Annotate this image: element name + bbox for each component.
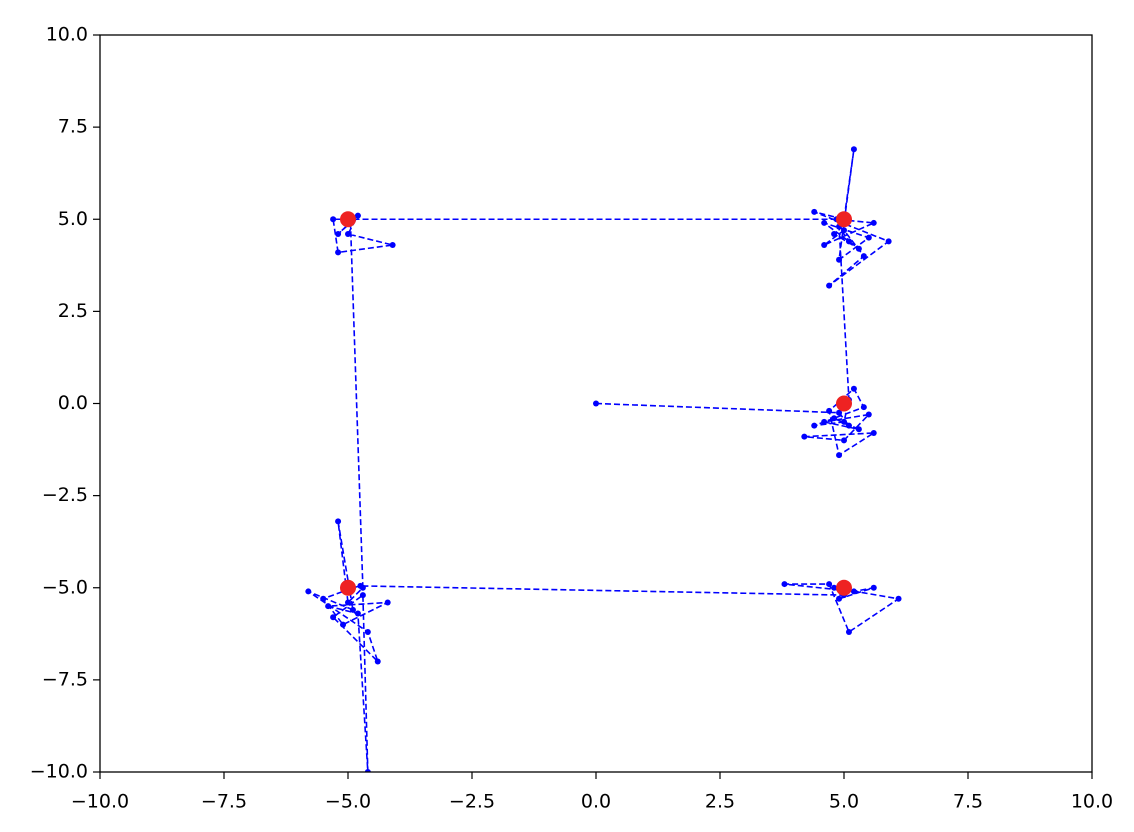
point	[841, 418, 847, 425]
point	[850, 385, 857, 392]
point	[865, 234, 872, 241]
point	[821, 418, 828, 425]
point	[340, 211, 356, 228]
point	[870, 429, 877, 436]
point	[870, 219, 877, 226]
point	[836, 256, 843, 263]
point	[364, 769, 371, 772]
point	[801, 433, 808, 440]
point	[831, 415, 838, 422]
point	[593, 400, 599, 407]
point	[821, 219, 828, 226]
point	[359, 592, 366, 599]
point	[831, 230, 838, 237]
x-tick-label: −10.0	[71, 791, 129, 813]
point	[860, 404, 867, 411]
point	[855, 426, 862, 433]
y-tick-label: −2.5	[42, 484, 88, 506]
point	[330, 216, 337, 223]
y-tick-label: 2.5	[58, 300, 88, 322]
point	[821, 242, 828, 249]
y-tick-label: 10.0	[46, 24, 88, 46]
x-tick-label: −2.5	[449, 791, 495, 813]
point	[841, 437, 847, 444]
point	[845, 628, 852, 635]
point	[349, 606, 356, 613]
point	[811, 422, 818, 429]
x-tick-label: 5.0	[829, 791, 859, 813]
point	[330, 614, 337, 621]
point	[845, 238, 852, 245]
point	[865, 411, 872, 418]
point	[841, 227, 847, 234]
point	[335, 230, 342, 237]
point	[354, 610, 361, 617]
point	[374, 658, 381, 665]
point	[860, 253, 867, 260]
x-tick-label: 10.0	[1071, 791, 1113, 813]
point	[826, 407, 833, 414]
point	[335, 249, 342, 256]
x-tick-label: −5.0	[325, 791, 371, 813]
y-tick-label: −10.0	[30, 761, 88, 783]
point	[305, 588, 312, 595]
point	[836, 595, 843, 602]
point	[836, 211, 852, 228]
x-tick-label: 2.5	[705, 791, 735, 813]
point	[850, 146, 857, 153]
point	[781, 581, 788, 588]
point	[340, 579, 356, 596]
point	[826, 581, 833, 588]
y-tick-label: −7.5	[42, 668, 88, 690]
point	[845, 422, 852, 429]
series	[305, 146, 902, 772]
plot-frame	[99, 34, 1093, 773]
x-tick-label: −7.5	[201, 791, 247, 813]
series	[340, 211, 852, 596]
y-tick-label: 0.0	[58, 392, 88, 414]
point	[885, 238, 892, 245]
point	[895, 595, 902, 602]
point	[811, 208, 818, 215]
point	[826, 282, 833, 289]
y-tick-label: −5.0	[42, 576, 88, 598]
point	[836, 452, 843, 459]
x-tick-label: 7.5	[953, 791, 983, 813]
point	[836, 579, 852, 596]
point	[345, 230, 351, 237]
y-tick-label: 5.0	[58, 208, 88, 230]
point	[831, 584, 838, 591]
point	[389, 242, 396, 249]
point	[335, 518, 342, 525]
point	[836, 395, 852, 412]
point	[870, 584, 877, 591]
point	[384, 599, 391, 606]
trajectory-line	[307, 149, 901, 772]
y-tick-label: 7.5	[58, 116, 88, 138]
point	[364, 628, 371, 635]
point	[354, 212, 361, 219]
point	[836, 409, 843, 416]
x-tick-label: 0.0	[581, 791, 611, 813]
point	[345, 599, 351, 606]
point	[340, 621, 347, 628]
point	[850, 588, 857, 595]
point	[320, 595, 327, 602]
point	[855, 245, 862, 252]
point	[357, 582, 364, 589]
point	[325, 603, 332, 610]
